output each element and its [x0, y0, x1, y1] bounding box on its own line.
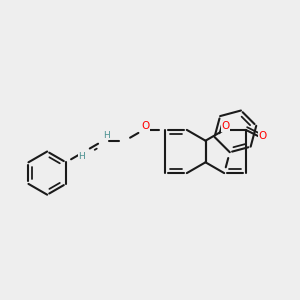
Text: O: O: [141, 121, 149, 131]
Text: O: O: [222, 121, 230, 131]
Text: H: H: [78, 152, 85, 161]
Text: O: O: [258, 131, 266, 141]
Text: H: H: [103, 131, 110, 140]
